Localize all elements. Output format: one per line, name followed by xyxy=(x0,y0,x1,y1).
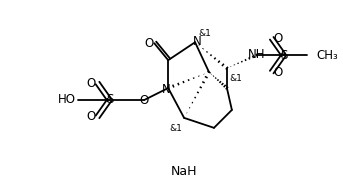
Text: NaH: NaH xyxy=(171,165,197,178)
Text: N: N xyxy=(193,35,201,48)
Text: O: O xyxy=(273,32,282,45)
Text: &1: &1 xyxy=(170,124,182,133)
Text: O: O xyxy=(145,37,154,50)
Text: &1: &1 xyxy=(199,29,211,38)
Text: HO: HO xyxy=(58,93,76,106)
Text: O: O xyxy=(86,77,95,89)
Text: O: O xyxy=(140,94,149,108)
Text: NH: NH xyxy=(248,48,265,61)
Text: CH₃: CH₃ xyxy=(317,49,338,62)
Text: O: O xyxy=(86,110,95,123)
Text: S: S xyxy=(280,49,287,62)
Text: &1: &1 xyxy=(229,74,242,83)
Text: S: S xyxy=(106,93,113,106)
Text: N: N xyxy=(162,83,170,96)
Text: O: O xyxy=(273,66,282,79)
